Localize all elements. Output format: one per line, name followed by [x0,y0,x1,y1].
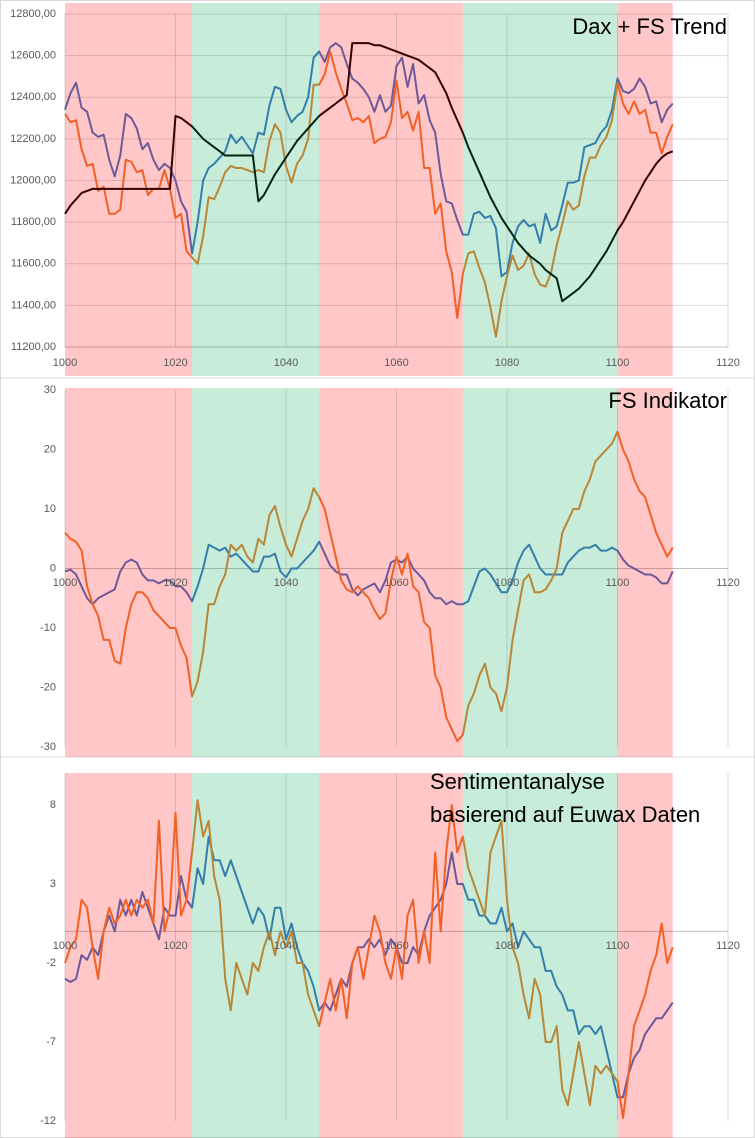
x-tick-label: 1000 [53,940,77,952]
x-tick-label: 1120 [716,577,740,589]
line-series [64,835,674,1099]
y-tick-label: 12400,00 [10,91,56,103]
x-tick-label: 1020 [163,577,187,589]
y-tick-label: 12600,00 [10,50,56,62]
y-tick-label: 11400,00 [11,299,56,311]
y-tick-label: 3 [50,878,56,890]
line-series [64,42,674,278]
x-tick-label: 1040 [274,940,298,952]
y-tick-label: 11200,00 [11,341,56,353]
x-tick-label: 1000 [53,577,77,589]
line-series [64,540,674,606]
y-tick-label: -7 [46,1036,56,1048]
y-tick-label: 12200,00 [10,133,56,145]
x-tick-label: 1020 [163,940,187,952]
y-tick-label: 20 [44,443,56,455]
line-series [64,42,674,303]
y-tick-label: 8 [50,799,56,811]
x-tick-label: 1060 [384,940,408,952]
x-tick-label: 1120 [716,940,740,952]
shaded-region [65,388,193,757]
x-tick-label: 1120 [716,357,740,369]
shaded-region [319,773,463,1138]
shaded-region [617,388,673,757]
shaded-region [462,3,618,376]
x-tick-label: 1020 [163,357,187,369]
y-tick-label: -20 [40,681,56,693]
y-tick-label: -2 [46,957,56,969]
x-tick-label: 1080 [495,940,519,952]
shaded-region [617,773,673,1138]
y-tick-label: 0 [50,562,56,574]
shaded-region [617,3,673,376]
x-tick-label: 1000 [53,357,77,369]
x-tick-label: 1040 [274,577,298,589]
x-tick-label: 1100 [606,940,630,952]
x-tick-label: 1080 [495,357,519,369]
y-tick-label: 10 [44,503,56,515]
y-tick-label: 30 [44,384,56,396]
y-tick-label: 12000,00 [10,174,56,186]
shaded-region [192,773,320,1138]
shaded-region [65,773,193,1138]
shaded-region [192,3,320,376]
chart-title: FS Indikator [608,388,727,413]
x-tick-label: 1060 [384,357,408,369]
y-tick-label: -10 [40,622,56,634]
shaded-region [462,773,618,1138]
y-tick-label: 11800,00 [11,216,56,228]
line-series [64,799,674,1119]
line-series [64,50,674,338]
x-tick-label: 1100 [606,577,630,589]
y-tick-label: 12800,00 [10,8,56,20]
y-tick-label: -12 [40,1115,56,1127]
line-series [64,430,674,743]
shaded-region [192,388,320,757]
chart-title: Dax + FS Trend [572,14,727,39]
chart-title: Sentimentanalyse [430,769,605,794]
shaded-region [65,3,193,376]
shaded-region [319,3,463,376]
x-tick-label: 1040 [274,357,298,369]
x-tick-label: 1100 [606,357,630,369]
shaded-region [462,388,618,757]
y-tick-label: 11600,00 [11,258,56,270]
chart-title: basierend auf Euwax Daten [430,802,700,827]
x-tick-label: 1080 [495,577,519,589]
x-tick-label: 1060 [384,577,408,589]
shaded-region [319,388,463,757]
y-tick-label: -30 [40,741,56,753]
